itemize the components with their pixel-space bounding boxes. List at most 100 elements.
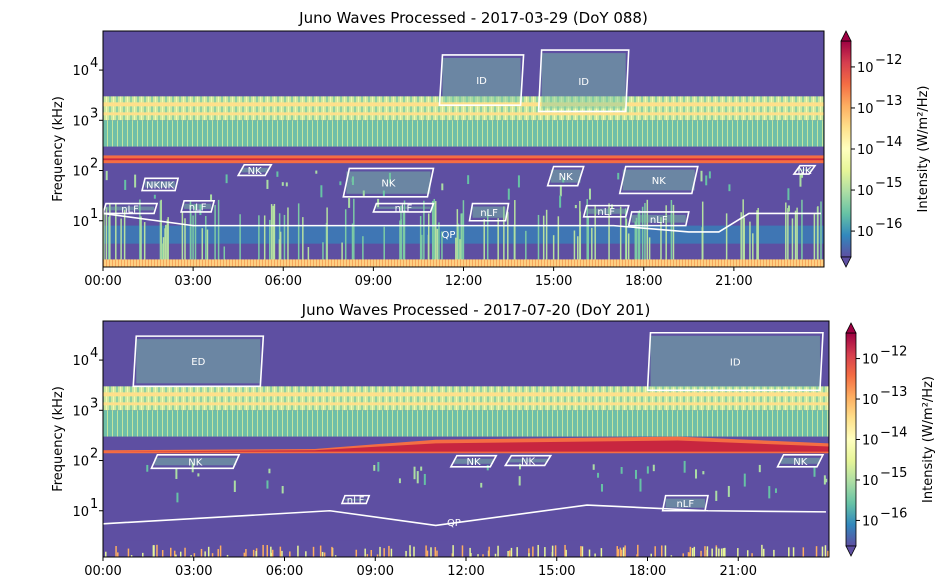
low-frequency-emission (483, 218, 485, 267)
low-frequency-emission (270, 552, 273, 557)
low-frequency-emission (743, 217, 745, 267)
low-frequency-emission (551, 545, 554, 557)
low-frequency-emission (664, 545, 667, 557)
region-outline (101, 202, 159, 215)
low-frequency-emission (434, 547, 437, 557)
low-frequency-emission (405, 550, 407, 557)
low-frequency-emission (588, 549, 591, 557)
region-nk: NK (236, 164, 273, 177)
low-frequency-emission (266, 545, 269, 557)
low-frequency-emission (189, 200, 192, 267)
colorbar-tick-label: 10 (857, 225, 874, 240)
region-outline (546, 165, 585, 187)
low-frequency-emission (153, 545, 155, 557)
low-frequency-emission (278, 239, 281, 267)
low-frequency-emission (302, 217, 304, 267)
low-frequency-emission (217, 199, 220, 267)
low-frequency-emission (815, 546, 818, 557)
y-tick-label: 10 (72, 64, 89, 79)
low-frequency-emission (161, 243, 164, 267)
region-nk: NK (546, 165, 585, 187)
low-frequency-emission (637, 212, 640, 267)
colorbar-tick-exponent: −15 (875, 176, 902, 191)
region-outline (180, 199, 216, 213)
scattered-emission (268, 468, 271, 474)
scattered-emission (518, 476, 521, 486)
low-frequency-emission (108, 216, 110, 267)
low-frequency-emission (297, 545, 299, 557)
low-frequency-emission (557, 216, 560, 267)
scattered-emission (210, 194, 213, 201)
scattered-emission (416, 471, 419, 484)
low-frequency-emission (355, 549, 358, 557)
region-outline (776, 454, 825, 468)
low-frequency-emission (648, 237, 651, 267)
low-frequency-emission (817, 206, 819, 267)
low-frequency-emission (544, 554, 546, 557)
region-outline (141, 177, 180, 192)
region-outline (150, 454, 241, 470)
colorbar-tick-exponent: −14 (880, 426, 907, 441)
low-frequency-emission (130, 555, 133, 557)
y-tick-exponent: 4 (90, 346, 98, 361)
low-frequency-emission (794, 210, 797, 267)
low-frequency-emission (580, 546, 582, 557)
low-frequency-emission (455, 237, 457, 267)
scattered-emission (727, 485, 730, 497)
region-label: NK (793, 457, 807, 468)
region-label: nLF (480, 208, 498, 219)
low-frequency-emission (791, 218, 794, 267)
region-nlf: nLF (180, 199, 216, 213)
low-frequency-emission (482, 554, 484, 557)
region-emission (154, 457, 237, 466)
low-frequency-emission (322, 242, 324, 267)
scattered-emission (574, 204, 577, 209)
low-frequency-emission (636, 554, 638, 557)
scattered-emission (191, 462, 194, 473)
low-frequency-emission (682, 553, 684, 557)
qp-boundary (102, 212, 821, 233)
low-frequency-emission (627, 233, 630, 267)
colorbar-scale (845, 332, 857, 547)
region-label: NK (652, 176, 666, 187)
base-emission-band (103, 259, 824, 267)
low-frequency-emission (400, 219, 402, 267)
colorbar-max-extension (845, 322, 857, 334)
scattered-emission (351, 176, 354, 186)
low-frequency-emission (403, 200, 406, 267)
low-frequency-emission (725, 213, 728, 267)
low-frequency-emission (243, 552, 246, 557)
region-label: nLF (650, 215, 668, 226)
low-frequency-emission (223, 246, 226, 267)
colorbar-tick-label: 10 (857, 61, 874, 76)
low-frequency-emission (351, 223, 354, 267)
scattered-emission (285, 182, 288, 187)
low-frequency-emission (143, 222, 146, 267)
scattered-emission (339, 181, 342, 186)
upper-band-line (103, 112, 824, 116)
scattered-emission (507, 188, 510, 200)
low-frequency-emission (486, 210, 489, 267)
low-frequency-emission (258, 215, 260, 267)
scattered-emission (373, 464, 376, 471)
low-frequency-emission (637, 544, 639, 557)
low-frequency-emission (273, 203, 276, 267)
region-outline (618, 165, 699, 195)
low-frequency-emission (434, 201, 437, 267)
low-frequency-emission (167, 217, 169, 267)
scattered-emission (362, 190, 365, 196)
region-nlf: nLF (372, 202, 435, 215)
low-frequency-emission (383, 548, 385, 557)
low-frequency-emission (457, 223, 460, 267)
low-frequency-emission (201, 228, 204, 267)
low-frequency-emission (456, 209, 459, 267)
region-nk: NK (618, 165, 699, 195)
region-emission (541, 53, 626, 109)
low-frequency-emission (344, 209, 347, 267)
colorbar-tick-exponent: −13 (880, 385, 907, 400)
scattered-emission (398, 478, 401, 484)
colorbar-tick-exponent: −14 (875, 135, 902, 150)
scattered-emission (467, 175, 470, 185)
scattered-emission (801, 172, 804, 178)
low-frequency-emission (551, 551, 554, 557)
